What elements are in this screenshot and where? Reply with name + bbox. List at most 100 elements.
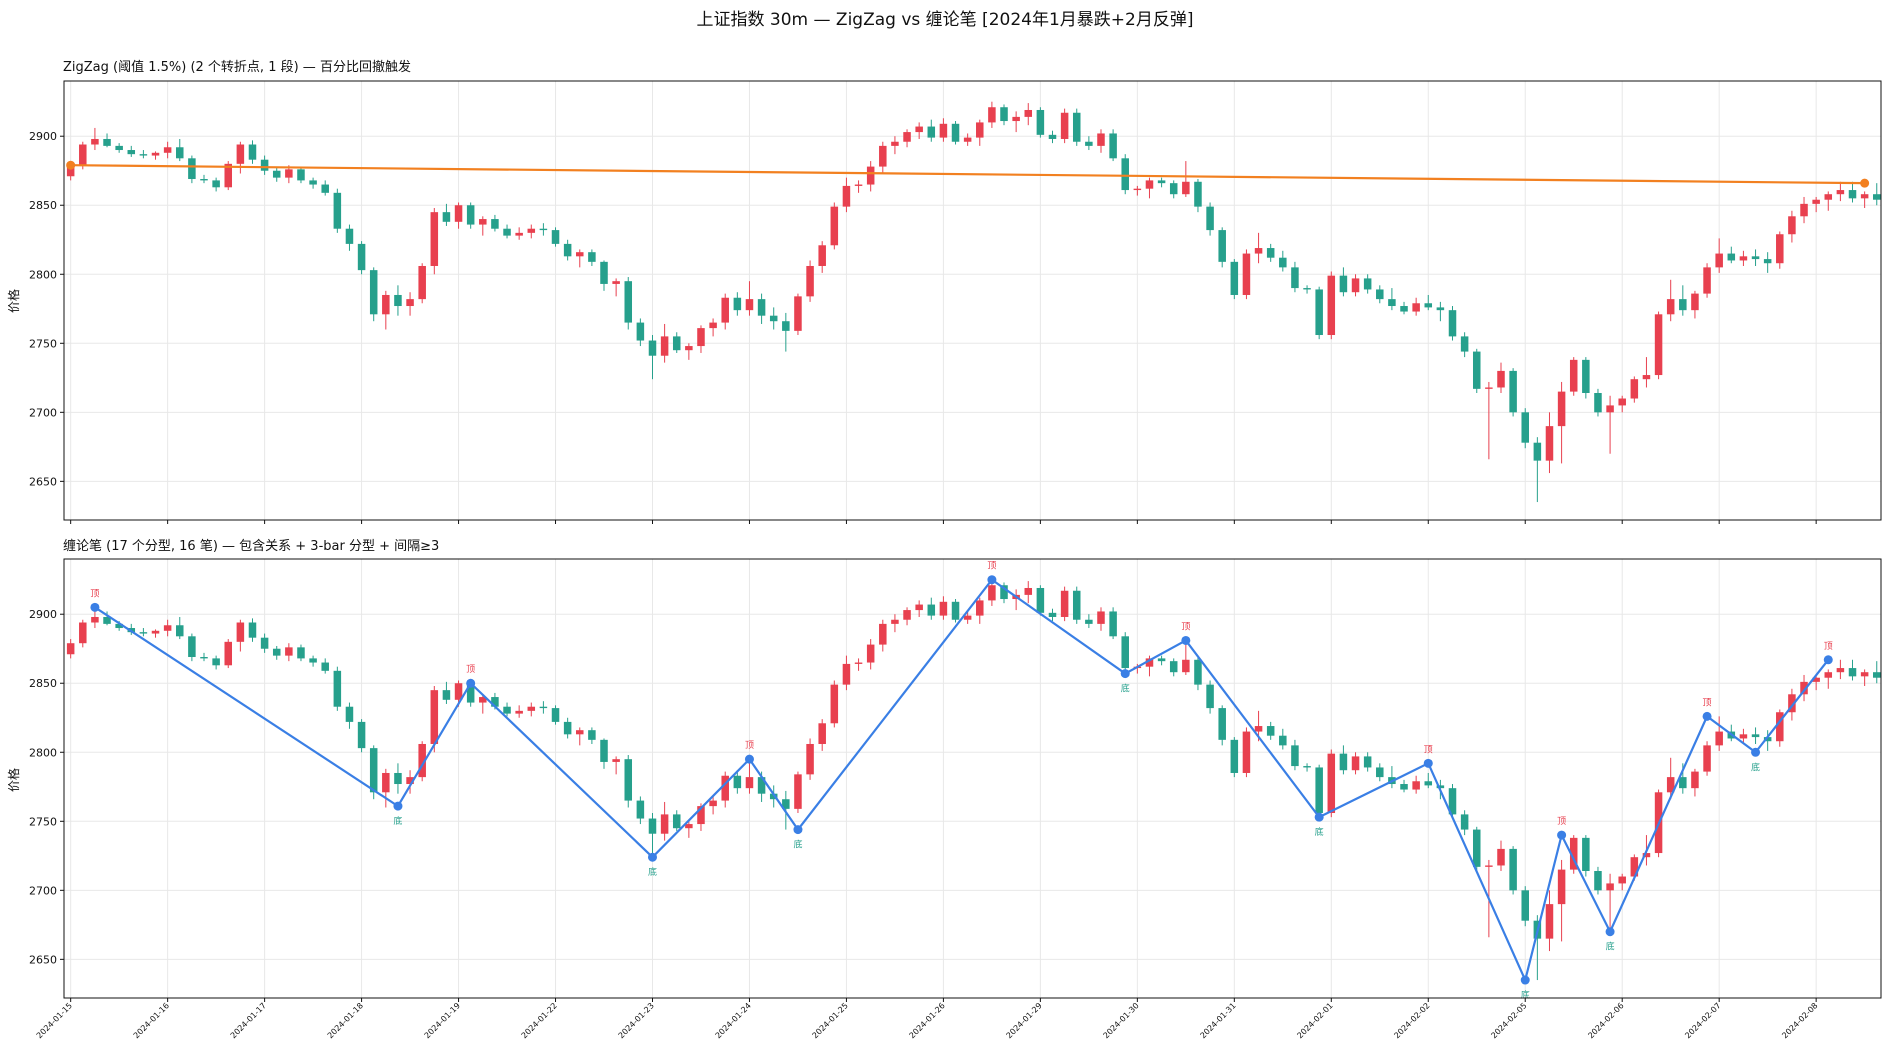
zigzag-candle-body — [1206, 206, 1214, 231]
zigzag-candle-body — [1642, 375, 1651, 380]
zigzag-candle-body — [879, 145, 887, 167]
bi-turning-point — [1557, 830, 1567, 840]
bi-candle-body — [394, 772, 402, 785]
bi-candle-body — [248, 622, 257, 638]
zigzag-candle-body — [272, 170, 281, 178]
bi-turning-point — [1823, 655, 1833, 665]
bi-candle-body — [1266, 726, 1275, 736]
bi-candle-body — [1327, 753, 1336, 814]
zigzag-candle-body — [79, 144, 87, 166]
zigzag-candle-body — [1291, 267, 1299, 289]
bi-candle-body — [1157, 658, 1166, 662]
zigzag-candle-body — [1582, 359, 1590, 393]
zigzag-candle-body — [345, 228, 354, 244]
bi-candle-body — [539, 706, 548, 709]
zigzag-candle-body — [321, 184, 329, 193]
zigzag-candle-body — [163, 147, 172, 153]
zigzag-panel: ZigZag (阈值 1.5%) (2 个转折点, 1 段) — 百分比回撤触发… — [6, 59, 1882, 524]
bi-y-tick-label: 2900 — [29, 608, 57, 621]
bi-candle-body — [842, 663, 851, 685]
bi-candle-body — [79, 622, 87, 644]
bi-candle-body — [1594, 870, 1602, 891]
bi-candle-body — [1048, 612, 1057, 617]
x-date-label: 2024-02-06 — [1586, 1001, 1625, 1040]
bi-candle-body — [1824, 672, 1833, 678]
bi-candle-body — [588, 730, 596, 740]
bi-candle-body — [1024, 587, 1033, 595]
bi-candle-body — [1363, 756, 1372, 768]
bi-candle-body — [466, 683, 475, 703]
zigzag-candle-body — [1594, 392, 1602, 413]
bi-candle-body — [188, 636, 196, 658]
bi-candle-body — [491, 697, 499, 707]
zigzag-candle-body — [988, 107, 996, 123]
bi-candle-body — [830, 684, 839, 724]
zigzag-candle-body — [539, 228, 548, 231]
top-fractal-label: 顶 — [1181, 621, 1190, 632]
zigzag-candle-body — [1436, 307, 1445, 311]
zigzag-candle-body — [769, 315, 778, 322]
bi-candle-body — [1448, 788, 1457, 815]
zigzag-candle-body — [115, 145, 123, 151]
figure-title: 上证指数 30m — ZigZag vs 缠论笔 [2024年1月暴跌+2月反弹… — [697, 10, 1194, 30]
zigzag-candle-body — [1497, 370, 1505, 388]
bi-candle-body — [1085, 619, 1093, 624]
zigzag-turning-point — [1860, 178, 1870, 188]
bi-candle-body — [1279, 735, 1287, 746]
bi-turning-point — [1423, 758, 1433, 768]
bi-turning-point — [987, 575, 997, 585]
bi-candle-body — [1872, 672, 1881, 678]
zigzag-candle-body — [1400, 306, 1408, 312]
bi-candle-body — [1497, 848, 1505, 866]
bi-candle-body — [406, 777, 414, 785]
bi-candle-body — [600, 739, 608, 762]
bi-candle-body — [1121, 636, 1129, 669]
bi-y-tick-label: 2850 — [29, 677, 57, 690]
bi-overlay-line — [94, 578, 1830, 984]
zigzag-candle-body — [963, 137, 972, 142]
zigzag-candle-body — [551, 230, 560, 244]
zigzag-candle-body — [951, 123, 960, 142]
zigzag-candle-body — [1460, 336, 1469, 352]
bi-candle-body — [1788, 694, 1796, 713]
zigzag-candle-body — [1860, 194, 1869, 199]
zigzag-candle-body — [1194, 181, 1202, 207]
bi-candle-body — [733, 775, 742, 789]
zigzag-candle-body — [1036, 109, 1045, 135]
bi-candle-body — [1763, 737, 1772, 742]
bi-candle-body — [757, 777, 766, 794]
bi-candle-body — [115, 623, 123, 629]
zigzag-y-tick-label: 2900 — [29, 130, 57, 143]
bi-candle-body — [333, 670, 342, 707]
bi-candle-body — [818, 723, 826, 744]
zigzag-candle-body — [1254, 248, 1263, 254]
x-date-label: 2024-01-17 — [229, 1001, 268, 1040]
bi-candle-body — [1582, 837, 1590, 871]
bi-candle-body — [515, 710, 523, 714]
zigzag-candle-body — [1509, 370, 1517, 413]
zigzag-candle-body — [139, 154, 148, 156]
zigzag-candle-body — [1085, 141, 1093, 146]
bi-candle-body — [1860, 672, 1869, 677]
zigzag-candle-body — [1533, 442, 1542, 461]
bi-candle-body — [527, 706, 536, 711]
zigzag-candle-body — [503, 228, 511, 236]
x-date-label: 2024-01-25 — [811, 1001, 850, 1040]
zigzag-candle-body — [927, 126, 936, 138]
zigzag-candle-body — [1630, 379, 1639, 399]
bi-candle-body — [624, 759, 633, 801]
zigzag-candle-body — [1715, 253, 1723, 268]
bi-candle-body — [1303, 766, 1311, 768]
zigzag-candle-body — [212, 180, 220, 188]
bi-candle-body — [976, 600, 984, 616]
zigzag-candle-body — [1339, 275, 1348, 293]
top-fractal-label: 顶 — [466, 664, 475, 675]
zigzag-candle-body — [1279, 257, 1287, 268]
bi-candle-body — [563, 721, 572, 735]
bi-candle-body — [1848, 668, 1857, 677]
zigzag-candle-body — [1109, 133, 1117, 159]
bi-candle-body — [163, 625, 172, 631]
zigzag-candle-body — [660, 336, 669, 356]
bi-candle-body — [551, 708, 560, 722]
